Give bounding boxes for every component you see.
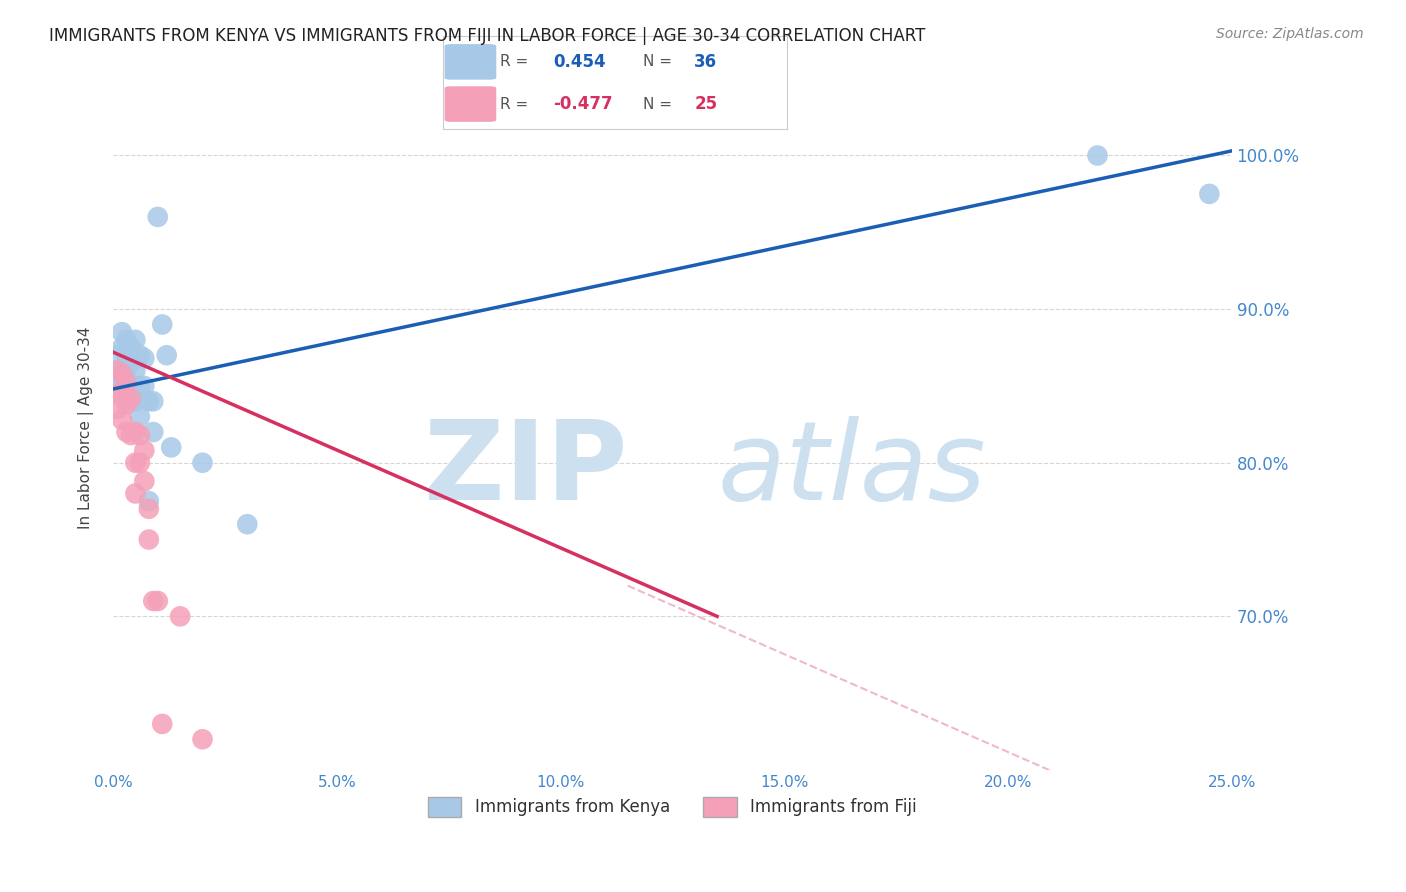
Point [134,443,156,458]
Point [191,456,214,470]
Y-axis label: In Labor Force | Age 30-34: In Labor Force | Age 30-34 [79,327,94,530]
Text: -0.477: -0.477 [553,95,613,113]
Point [191,732,214,747]
Point [124,486,146,500]
Point [128,409,150,424]
Point [107,401,129,416]
Point [138,501,160,516]
Point [124,333,146,347]
Text: N =: N = [643,54,672,70]
Point [236,517,259,532]
Point [111,341,134,355]
Point [120,379,142,393]
Text: 36: 36 [695,53,717,70]
Point [111,390,134,404]
Point [120,356,142,370]
Point [1087,148,1109,162]
Point [138,494,160,508]
Point [146,594,169,608]
Text: R =: R = [499,54,529,70]
Text: ZIP: ZIP [425,416,627,523]
Point [124,456,146,470]
Point [115,394,138,409]
Point [107,363,129,377]
Point [134,351,156,366]
Text: 0.454: 0.454 [553,53,606,70]
Point [111,363,134,377]
Text: IMMIGRANTS FROM KENYA VS IMMIGRANTS FROM FIJI IN LABOR FORCE | AGE 30-34 CORRELA: IMMIGRANTS FROM KENYA VS IMMIGRANTS FROM… [49,27,925,45]
Point [115,371,138,385]
Point [111,325,134,339]
Text: atlas: atlas [717,416,986,523]
Point [111,367,134,381]
Text: N =: N = [643,96,672,112]
Text: R =: R = [499,96,529,112]
Point [128,428,150,442]
Point [128,348,150,362]
Point [169,609,191,624]
Point [138,533,160,547]
Point [120,394,142,409]
Point [142,594,165,608]
Point [120,428,142,442]
Point [107,348,129,362]
Point [115,348,138,362]
Point [128,456,150,470]
Point [128,379,150,393]
Point [134,379,156,393]
Point [107,371,129,385]
Point [115,397,138,411]
Point [142,394,165,409]
Point [146,210,169,224]
Point [107,363,129,377]
Point [107,386,129,401]
Point [156,348,179,362]
Point [138,394,160,409]
Point [115,376,138,390]
Point [134,474,156,488]
FancyBboxPatch shape [444,44,496,79]
Point [111,379,134,393]
Point [115,333,138,347]
Point [150,318,173,332]
Point [150,717,173,731]
Point [120,341,142,355]
Point [111,413,134,427]
Point [160,441,183,455]
FancyBboxPatch shape [444,87,496,122]
Point [124,425,146,439]
Point [142,425,165,439]
Point [1198,186,1220,201]
Legend: Immigrants from Kenya, Immigrants from Fiji: Immigrants from Kenya, Immigrants from F… [422,790,924,823]
Text: Source: ZipAtlas.com: Source: ZipAtlas.com [1216,27,1364,41]
Point [115,356,138,370]
Point [124,394,146,409]
Text: 25: 25 [695,95,717,113]
Point [120,391,142,405]
Point [115,425,138,439]
Point [124,363,146,377]
